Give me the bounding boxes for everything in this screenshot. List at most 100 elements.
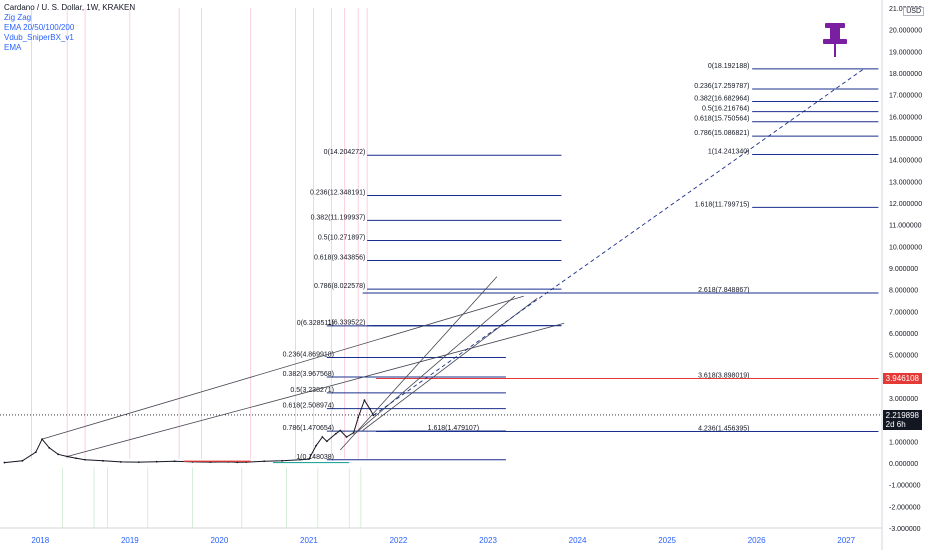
price-point [363,399,366,402]
fib-left-level-label: 0.382(3.967568) [283,371,334,378]
x-tick-label: 2027 [837,536,855,545]
y-tick-label: -3.000000 [889,526,921,533]
x-tick-label: 2021 [300,536,318,545]
session-vertical-lines [30,8,368,528]
y-tick-label: 13.000000 [889,179,922,186]
price-point [75,457,78,460]
price-point [155,460,158,463]
y-tick-label: 14.000000 [889,158,922,165]
x-tick-label: 2018 [31,536,49,545]
fib-right-level-label: 3.618(3.898019) [698,373,749,380]
price-series [3,399,375,464]
price-point [84,458,86,461]
x-tick-label: 2023 [479,536,497,545]
y-tick-label: 19.000000 [889,49,922,56]
fib-right-level-label: 1(14.241340) [708,148,750,155]
projection-dashed-line [373,68,865,416]
pin-icon [822,22,848,63]
fib-right-level-label: 0.236(17.259787) [694,83,749,90]
price-point [357,416,360,419]
indicator-ema-multi[interactable]: EMA 20/50/100/200 [4,23,75,32]
current-price-badge: 2.219898 2d 6h [882,410,922,430]
y-tick-label: 15.000000 [889,136,922,143]
fib-right-level-label: 1.618(11.799715) [695,201,750,208]
price-point [66,455,69,458]
price-point [102,459,104,462]
y-tick-label: 8.000000 [889,288,918,295]
fib-right-level-label: 0.382(16.682964) [694,96,749,103]
bar-countdown: 2d 6h [885,420,906,429]
fib-mid-level-label: 0.786(8.022578) [314,283,365,290]
price-point [368,407,371,410]
y-tick-label: 3.000000 [889,396,918,403]
price-point [3,461,6,464]
fib-mid-level-label: 0.382(11.199937) [311,214,366,221]
trend-line [339,276,498,451]
x-tick-label: 2020 [210,536,228,545]
indicator-ema[interactable]: EMA [4,43,22,52]
y-tick-label: 5.000000 [889,353,918,360]
y-tick-label: 9.000000 [889,266,918,273]
y-tick-label: 10.000000 [889,244,922,251]
fib-left-level-label: 0.618(2.508974) [283,403,334,410]
x-tick-label: 2022 [390,536,408,545]
x-tick-label: 2019 [121,536,139,545]
x-tick-label: 2026 [748,536,766,545]
trend-lines [41,68,865,457]
trend-line [67,322,565,457]
fib-ext-level-label: 1.618(1.479107) [428,425,479,432]
y-tick-label: 17.000000 [889,93,922,100]
y-tick-label: 18.000000 [889,71,922,78]
trend-line [353,295,516,436]
fib-right-level-label: 0.618(15.750564) [694,116,749,123]
fib-right-level-label: 0.5(16.216764) [702,106,749,113]
price-point [308,458,310,460]
price-point [372,414,375,417]
price-point [48,446,51,449]
x-tick-label: 2025 [658,536,676,545]
symbol-title[interactable]: Cardano / U. S. Dollar, 1W, KRAKEN [4,3,136,12]
price-point [236,461,239,464]
price-point [41,438,43,441]
fib-left-level-label: 0(6.328511) [297,320,334,327]
y-tick-label: 11.000000 [889,223,922,230]
y-tick-label: 0.000000 [889,461,918,468]
y-tick-label: -2.000000 [889,504,921,511]
price-point [173,460,176,463]
x-tick-label: 2024 [569,536,587,545]
fib-left-level-label: 0.5(3.238271) [290,387,334,394]
current-price-value: 2.219898 [885,411,919,420]
price-point [263,460,266,463]
indicator-vdub-sniper[interactable]: Vdub_SniperBX_v1 [4,33,74,42]
price-point [334,432,337,435]
price-point [119,461,122,463]
fib-right-level-label: 0(18.192188) [708,63,750,70]
y-tick-label: 20.000000 [889,28,922,35]
currency-label[interactable]: USD [903,7,924,16]
fib-left-level-label: 1(0.148038) [296,454,334,461]
price-point [281,459,283,462]
fib-left-level-label: 0.786(1.470654) [283,425,334,432]
fib-right-level-label: 4.236(1.456395) [698,425,749,432]
y-tick-label: -1.000000 [889,483,921,490]
trend-line [41,295,524,440]
fib-right-level-label: 2.618(7.848867) [698,287,749,294]
y-tick-label: 7.000000 [889,309,918,316]
fib-mid-level-label: 0(14.204272) [324,149,366,156]
price-point [137,461,140,464]
fib-mid-level-label: 0.5(10.271897) [318,234,365,241]
indicator-zigzag[interactable]: Zig Zag [4,13,32,22]
y-tick-label: 12.000000 [889,201,922,208]
y-tick-label: 6.000000 [889,331,918,338]
fib-mid-level-label: 0.236(12.348191) [310,189,365,196]
price-line [4,399,374,464]
price-point [345,436,348,438]
price-point [321,436,324,438]
fib-left-level-label: 0.236(4.869918) [283,351,334,358]
y-tick-label: 16.000000 [889,114,922,121]
price-point [325,440,328,443]
price-point [21,459,24,462]
price-point [57,453,60,456]
